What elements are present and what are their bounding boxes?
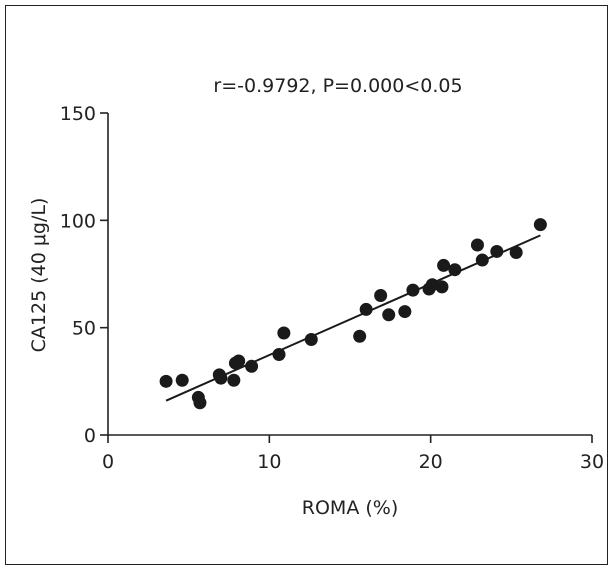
data-points [159, 218, 547, 410]
y-tick-label: 50 [72, 318, 96, 340]
data-point [272, 348, 286, 361]
data-point [435, 280, 449, 294]
x-axis-label: ROMA (%) [302, 497, 398, 519]
data-point [470, 238, 484, 252]
data-point [193, 396, 207, 410]
data-point [245, 359, 259, 373]
y-axis-ticks: 0 50 100 150 [60, 103, 108, 447]
data-point [159, 374, 173, 388]
data-point [437, 258, 451, 272]
chart-title: r=-0.9792, P=0.000<0.05 [213, 75, 462, 97]
y-tick-label: 100 [60, 210, 96, 232]
data-point [232, 354, 246, 368]
data-point [533, 218, 547, 232]
figure-frame [5, 5, 608, 565]
data-point [175, 373, 189, 387]
x-axis-ticks: 0 10 20 30 [102, 435, 604, 473]
y-tick-label: 0 [84, 425, 96, 447]
y-tick-label: 150 [60, 103, 96, 125]
data-point [509, 246, 523, 260]
data-point [425, 278, 439, 292]
data-point [475, 253, 489, 267]
x-tick-label: 0 [102, 451, 114, 473]
data-point [359, 302, 373, 316]
data-point [448, 263, 462, 277]
data-point [214, 371, 228, 385]
data-point [374, 288, 388, 302]
data-point [398, 305, 412, 319]
data-point [353, 329, 367, 343]
x-tick-label: 30 [580, 451, 604, 473]
scatter-chart: r=-0.9792, P=0.000<0.05 0 10 20 30 0 50 100 15… [28, 75, 604, 519]
data-point [490, 244, 504, 258]
data-point [382, 308, 396, 322]
data-point [277, 326, 291, 340]
x-tick-label: 10 [257, 451, 281, 473]
x-tick-label: 20 [419, 451, 443, 473]
data-point [406, 283, 420, 297]
data-point [227, 373, 241, 387]
data-point [304, 332, 318, 346]
y-axis-label: CA125 (40 μg/L) [28, 198, 50, 353]
